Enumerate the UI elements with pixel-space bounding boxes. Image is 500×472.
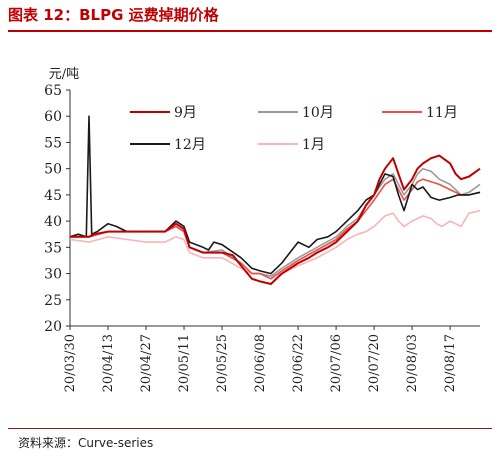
y-tick-label: 40 bbox=[44, 214, 62, 230]
y-tick-label: 20 bbox=[44, 319, 62, 335]
y-tick-label: 45 bbox=[44, 188, 62, 204]
x-tick-label: 20/07/06 bbox=[329, 334, 344, 392]
x-tick-label: 20/05/25 bbox=[215, 334, 230, 392]
x-tick-label: 20/04/13 bbox=[101, 334, 116, 392]
series-line-5 bbox=[69, 209, 481, 277]
source-note: 资料来源：Curve-series bbox=[18, 436, 154, 450]
legend-label-4: 12月 bbox=[174, 137, 206, 153]
legend-label-2: 10月 bbox=[302, 105, 334, 121]
series-line-4 bbox=[69, 115, 481, 275]
x-tick-label: 20/03/30 bbox=[63, 334, 78, 392]
y-tick-label: 30 bbox=[44, 267, 62, 283]
title-divider bbox=[8, 30, 492, 32]
y-tick-label: 60 bbox=[44, 109, 62, 125]
y-tick-label: 50 bbox=[44, 162, 62, 178]
series-line-2 bbox=[70, 167, 481, 277]
series-line-3 bbox=[70, 178, 481, 280]
legend-label-1: 9月 bbox=[174, 105, 197, 121]
chart-title: 图表 12：BLPG 运费掉期价格 bbox=[8, 6, 219, 24]
legend-label-5: 1月 bbox=[302, 137, 325, 153]
y-axis-label: 元/吨 bbox=[49, 67, 79, 82]
x-tick-label: 20/05/11 bbox=[177, 334, 192, 392]
x-tick-label: 20/06/22 bbox=[291, 334, 306, 392]
y-tick-label: 65 bbox=[44, 83, 62, 99]
x-tick-label: 20/06/08 bbox=[253, 334, 268, 392]
chart-area: 20 25 30 35 40 45 50 55 60 65 元/吨 20/03/30 20/04/13 2… bbox=[0, 40, 500, 420]
x-tick-label: 20/07/20 bbox=[367, 334, 382, 392]
series-line-1 bbox=[70, 154, 481, 285]
line-chart: 20 25 30 35 40 45 50 55 60 65元/吨 20/03/30 20/04/13 2… bbox=[44, 67, 481, 392]
y-tick-label: 35 bbox=[44, 240, 62, 256]
x-tick-label: 20/08/03 bbox=[405, 334, 420, 392]
y-tick-label: 55 bbox=[44, 135, 62, 151]
footer-divider bbox=[8, 428, 492, 429]
x-tick-label: 20/08/17 bbox=[443, 334, 458, 392]
y-tick-label: 25 bbox=[44, 293, 62, 309]
legend-label-3: 11月 bbox=[426, 105, 458, 121]
x-tick-label: 20/04/27 bbox=[139, 334, 154, 392]
